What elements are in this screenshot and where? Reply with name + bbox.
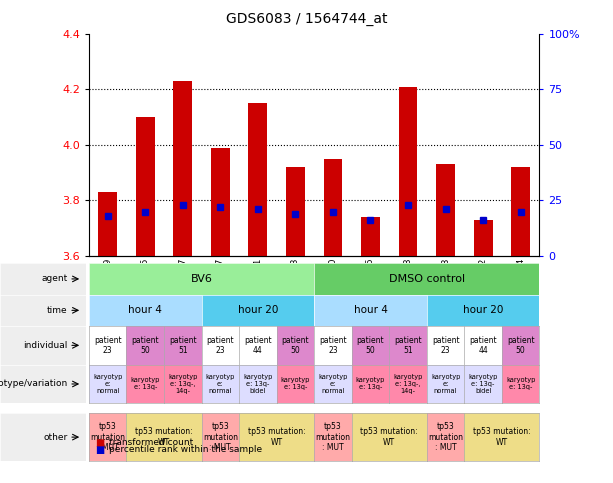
Text: tp53
mutation
: MUT: tp53 mutation : MUT xyxy=(90,422,125,452)
Bar xyxy=(98,192,117,256)
Text: karyotyp
e: 13q-,
14q-: karyotyp e: 13q-, 14q- xyxy=(168,374,197,394)
Text: genotype/variation: genotype/variation xyxy=(0,380,67,388)
Text: ■: ■ xyxy=(95,445,104,455)
Text: karyotyp
e: 13q-,
14q-: karyotyp e: 13q-, 14q- xyxy=(394,374,423,394)
Bar xyxy=(436,164,455,256)
Text: tp53
mutation
: MUT: tp53 mutation : MUT xyxy=(316,422,351,452)
Text: karyotyp
e: 13q-
bidel: karyotyp e: 13q- bidel xyxy=(468,374,498,394)
Text: hour 4: hour 4 xyxy=(128,305,162,315)
Bar xyxy=(361,217,380,256)
Bar xyxy=(398,86,417,256)
Text: patient
50: patient 50 xyxy=(131,336,159,355)
Text: patient
23: patient 23 xyxy=(432,336,459,355)
Text: patient
51: patient 51 xyxy=(394,336,422,355)
Text: patient
51: patient 51 xyxy=(169,336,197,355)
Bar xyxy=(248,103,267,256)
Text: karyotyp
e:
normal: karyotyp e: normal xyxy=(205,374,235,394)
Text: hour 20: hour 20 xyxy=(463,305,503,315)
Text: hour 4: hour 4 xyxy=(354,305,387,315)
Text: karyotyp
e: 13q-
bidel: karyotyp e: 13q- bidel xyxy=(243,374,273,394)
Text: tp53 mutation:
WT: tp53 mutation: WT xyxy=(473,427,531,447)
Text: time: time xyxy=(47,306,67,315)
Text: patient
23: patient 23 xyxy=(94,336,121,355)
Text: patient
44: patient 44 xyxy=(244,336,272,355)
Bar xyxy=(474,220,492,256)
Bar xyxy=(136,117,154,256)
Text: karyotyp
e: 13q-: karyotyp e: 13q- xyxy=(281,378,310,390)
Bar xyxy=(324,159,342,256)
Text: tp53 mutation:
WT: tp53 mutation: WT xyxy=(135,427,193,447)
Bar xyxy=(286,167,305,256)
Text: karyotyp
e: 13q-: karyotyp e: 13q- xyxy=(131,378,160,390)
Text: ■: ■ xyxy=(95,438,104,448)
Text: karyotyp
e: 13q-: karyotyp e: 13q- xyxy=(506,378,535,390)
Text: karyotyp
e:
normal: karyotyp e: normal xyxy=(93,374,123,394)
Text: patient
50: patient 50 xyxy=(281,336,309,355)
Text: individual: individual xyxy=(23,341,67,350)
Bar xyxy=(173,81,192,256)
Text: GDS6083 / 1564744_at: GDS6083 / 1564744_at xyxy=(226,12,387,26)
Text: tp53
mutation
: MUT: tp53 mutation : MUT xyxy=(428,422,463,452)
Text: tp53 mutation:
WT: tp53 mutation: WT xyxy=(248,427,305,447)
Text: tp53 mutation:
WT: tp53 mutation: WT xyxy=(360,427,418,447)
Text: patient
23: patient 23 xyxy=(207,336,234,355)
Text: patient
44: patient 44 xyxy=(470,336,497,355)
Text: karyotyp
e: 13q-: karyotyp e: 13q- xyxy=(356,378,385,390)
Text: other: other xyxy=(43,433,67,441)
Bar xyxy=(211,148,230,256)
Bar xyxy=(511,167,530,256)
Text: hour 20: hour 20 xyxy=(238,305,278,315)
Text: karyotyp
e:
normal: karyotyp e: normal xyxy=(431,374,460,394)
Text: tp53
mutation
: MUT: tp53 mutation : MUT xyxy=(203,422,238,452)
Text: DMSO control: DMSO control xyxy=(389,274,465,284)
Text: patient
50: patient 50 xyxy=(507,336,535,355)
Text: patient
23: patient 23 xyxy=(319,336,347,355)
Text: agent: agent xyxy=(41,274,67,284)
Text: BV6: BV6 xyxy=(191,274,213,284)
Text: karyotyp
e:
normal: karyotyp e: normal xyxy=(318,374,348,394)
Text: patient
50: patient 50 xyxy=(357,336,384,355)
Text: percentile rank within the sample: percentile rank within the sample xyxy=(109,445,262,454)
Text: transformed count: transformed count xyxy=(109,439,192,447)
